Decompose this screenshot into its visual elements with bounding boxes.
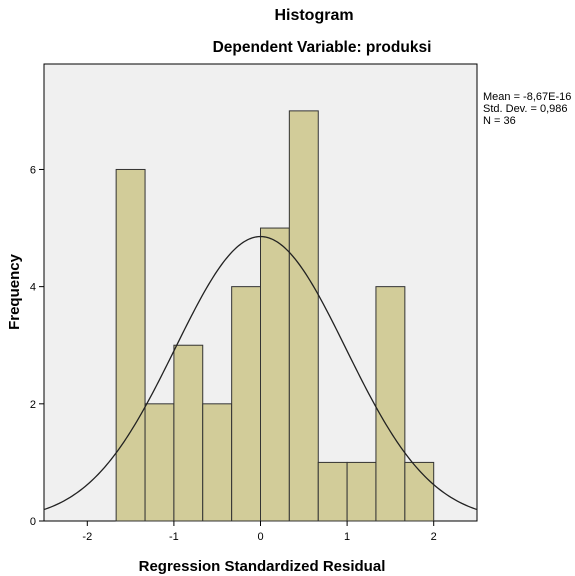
histogram-bar: [404, 461, 435, 522]
histogram-bar: [231, 286, 261, 522]
y-axis-label: Frequency: [6, 253, 23, 330]
x-axis-label: Regression Standardized Residual: [139, 558, 386, 575]
y-tick-label: 6: [30, 164, 36, 176]
histogram-bars: [115, 110, 435, 522]
histogram-bar: [202, 403, 233, 522]
stats-mean: Mean = -8,67E-16: [483, 91, 571, 103]
x-tick-label: -1: [169, 531, 179, 543]
histogram-bar: [144, 403, 175, 522]
x-tick-label: -2: [82, 531, 92, 543]
y-tick-label: 4: [30, 282, 36, 294]
chart-title: Histogram: [274, 7, 353, 24]
histogram-bar: [346, 461, 377, 522]
histogram-bar: [260, 227, 290, 522]
x-tick-label: 0: [257, 531, 263, 543]
x-tick-label: 1: [344, 531, 350, 543]
histogram-bar: [288, 110, 319, 522]
histogram-bar: [173, 344, 204, 522]
chart-subtitle: Dependent Variable: produksi: [213, 39, 432, 56]
histogram-bar: [375, 286, 406, 522]
stats-n: N = 36: [483, 115, 516, 127]
y-axis-ticks: 0 2 4 6: [30, 164, 44, 528]
x-tick-label: 2: [431, 531, 437, 543]
stats-box: Mean = -8,67E-16 Std. Dev. = 0,986 N = 3…: [483, 91, 571, 127]
stats-std-dev: Std. Dev. = 0,986: [483, 103, 568, 115]
y-tick-label: 0: [30, 516, 36, 528]
y-tick-label: 2: [30, 399, 36, 411]
histogram-bar: [115, 168, 146, 522]
histogram-bar: [317, 461, 348, 522]
x-axis-ticks: -2 -1 0 1 2: [82, 521, 437, 543]
normal-curve: [43, 235, 478, 511]
